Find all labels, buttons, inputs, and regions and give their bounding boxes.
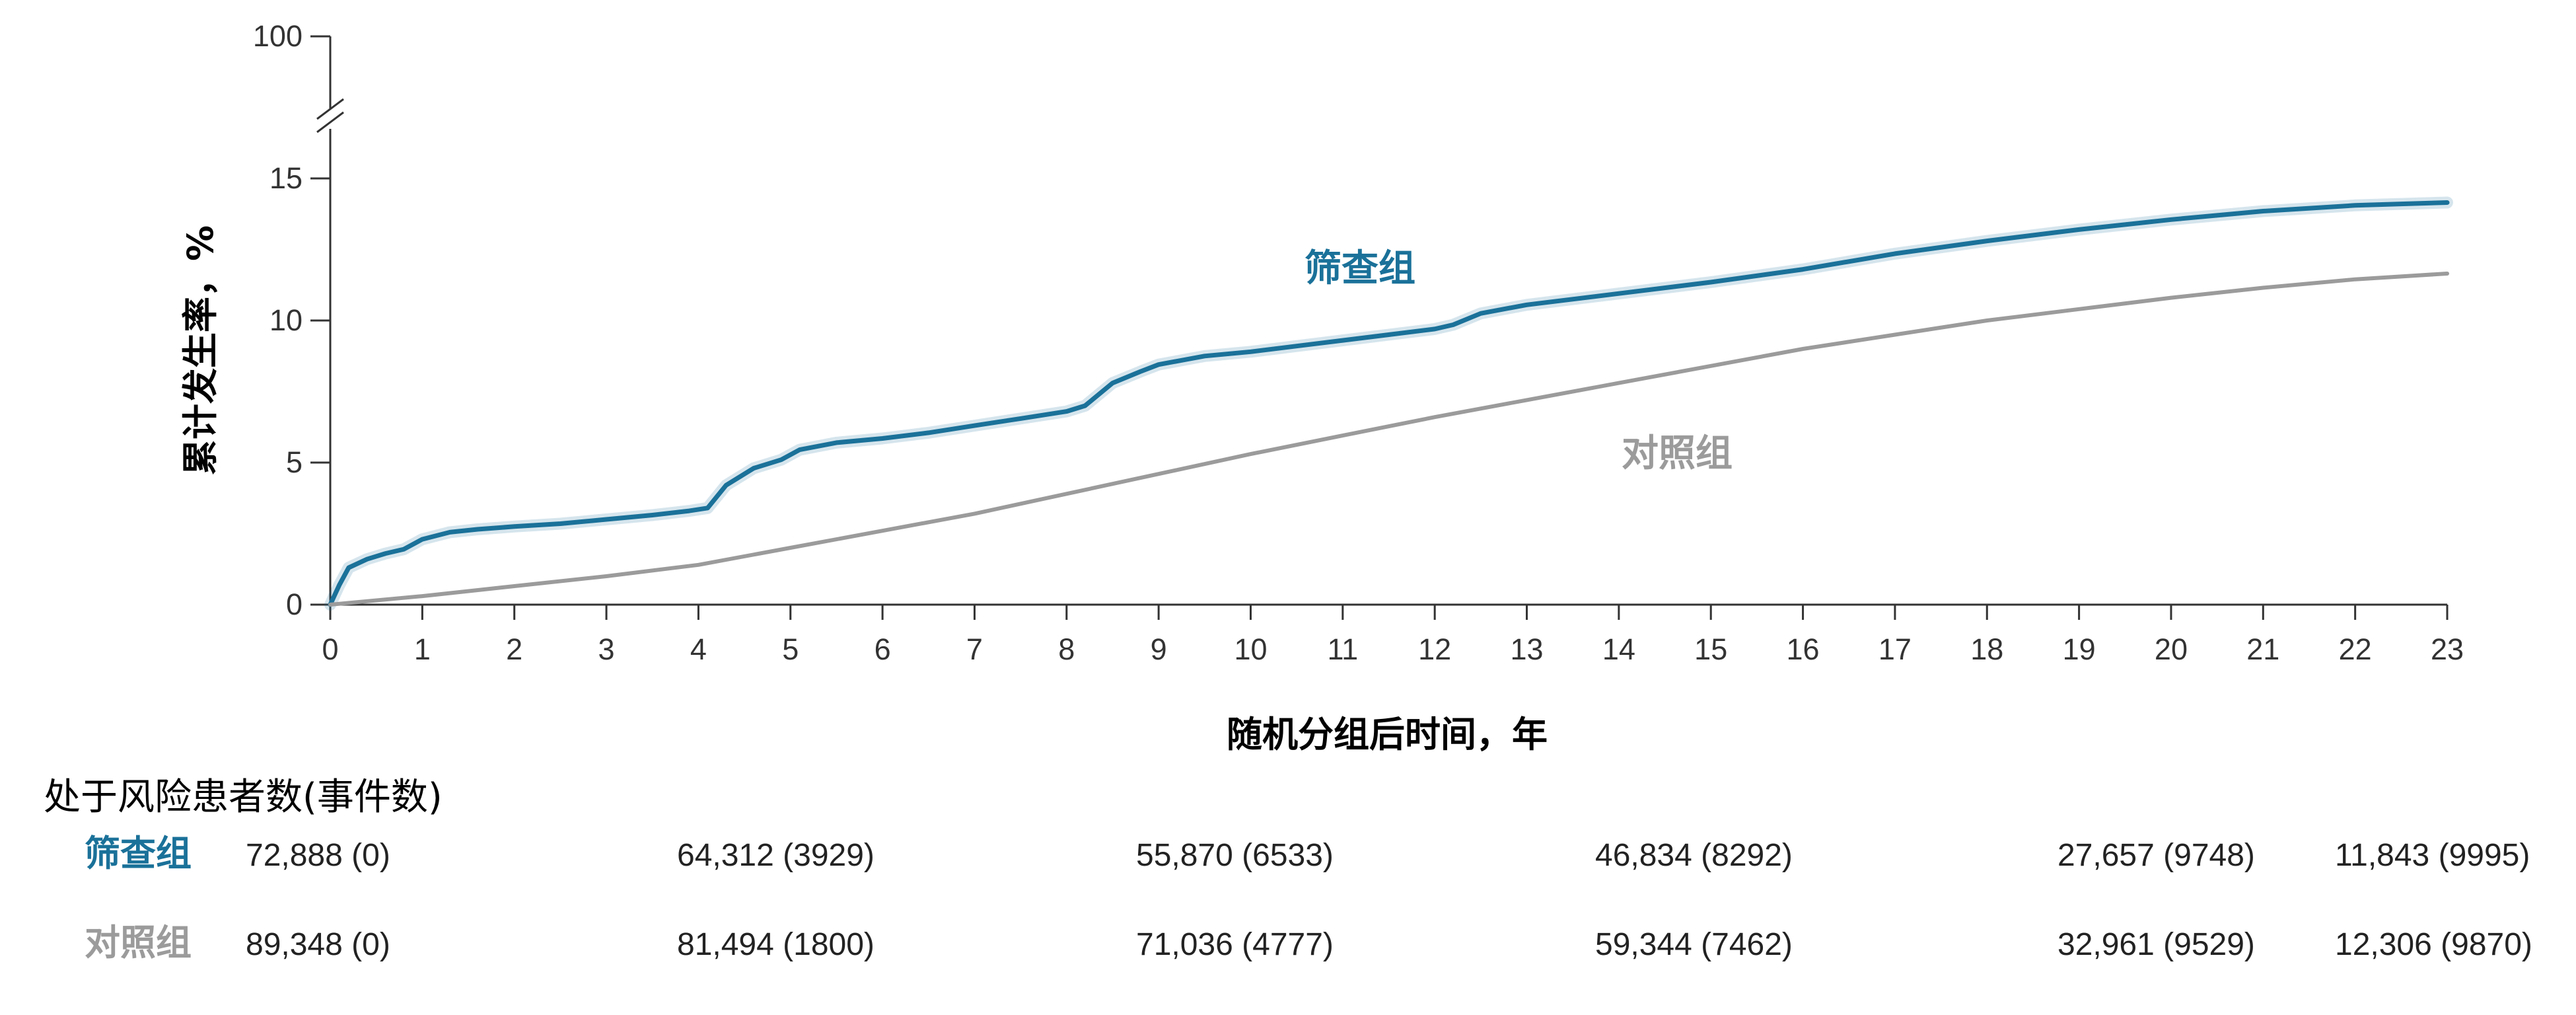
x-tick-label: 16 [1787, 632, 1820, 666]
risk-table-cell: 64,312 (3929) [677, 838, 875, 873]
x-axis-title: 随机分组后时间，年 [1227, 714, 1548, 755]
risk-table-cell: 72,888 (0) [246, 838, 390, 873]
x-tick-label: 22 [2339, 632, 2372, 666]
series-label-screening: 筛查组 [1305, 247, 1415, 290]
risk-table-cell: 55,870 (6533) [1136, 838, 1334, 873]
x-tick-label: 4 [690, 632, 707, 666]
x-tick-label: 13 [1510, 632, 1543, 666]
series-line-control [328, 272, 2449, 607]
x-tick-label: 9 [1151, 632, 1167, 666]
series-line-screening [328, 200, 2450, 607]
risk-table-cell: 46,834 (8292) [1595, 838, 1793, 873]
risk-cells: 72,888 (0) 64,312 (3929) 55,870 (6533) 46,8… [246, 838, 2532, 962]
x-tick-label: 7 [966, 632, 983, 666]
y-tick-label: 10 [269, 303, 303, 337]
x-tick-label: 14 [1602, 632, 1635, 666]
y-tick-label: 15 [269, 161, 303, 195]
series-label-control: 对照组 [1622, 432, 1733, 475]
x-tick-label: 23 [2431, 632, 2464, 666]
risk-table-cell: 27,657 (9748) [2057, 838, 2255, 873]
risk-table-cell: 11,843 (9995) [2335, 838, 2530, 873]
x-tick-label: 20 [2155, 632, 2188, 666]
x-tick-label: 10 [1234, 632, 1267, 666]
risk-row-label-control: 对照组 [85, 922, 192, 963]
risk-table-cell: 89,348 (0) [246, 927, 390, 962]
risk-table: 处于风险患者数(事件数) 筛查组 对照组 72,888 (0) 64,312 (3… [44, 776, 2532, 963]
x-tick-label: 1 [414, 632, 431, 666]
series-lines [324, 196, 2453, 611]
y-tick-label-100: 100 [253, 19, 303, 53]
risk-table-cell: 59,344 (7462) [1595, 927, 1793, 962]
axis-break-mark-1 [316, 98, 344, 120]
risk-table-title: 处于风险患者数(事件数) [44, 776, 443, 819]
x-tick-label: 11 [1327, 632, 1358, 666]
x-tick-label: 15 [1694, 632, 1727, 666]
x-tick-label: 17 [1878, 632, 1912, 666]
risk-table-cell: 32,961 (9529) [2057, 927, 2255, 962]
x-tick-label: 18 [1970, 632, 2003, 666]
x-tick-label: 5 [782, 632, 799, 666]
x-tick-label: 0 [322, 632, 338, 666]
x-tick-label: 8 [1058, 632, 1075, 666]
risk-row-label-screening: 筛查组 [85, 833, 192, 874]
risk-table-cell: 12,306 (9870) [2335, 927, 2532, 962]
risk-table-cell: 81,494 (1800) [677, 927, 875, 962]
y-ticks: 0 5 10 15 [269, 161, 330, 621]
risk-table-cell: 71,036 (4777) [1136, 927, 1334, 962]
y-tick-label: 5 [286, 445, 303, 479]
y-axis: 100 [253, 19, 344, 605]
x-tick-label: 12 [1418, 632, 1451, 666]
x-tick-label: 21 [2246, 632, 2279, 666]
x-tick-label: 2 [506, 632, 522, 666]
y-tick-label: 0 [286, 587, 303, 621]
axis-break-mark-2 [316, 111, 344, 133]
x-tick-label: 6 [875, 632, 891, 666]
y-axis-title: 累计发生率，% [180, 225, 221, 475]
x-tick-label: 19 [2063, 632, 2096, 666]
x-ticks: 0 1 2 3 4 5 6 7 8 9 10 11 12 13 14 15 16 17 18 19 20 21 22 23 [322, 605, 2464, 666]
x-tick-label: 3 [598, 632, 615, 666]
